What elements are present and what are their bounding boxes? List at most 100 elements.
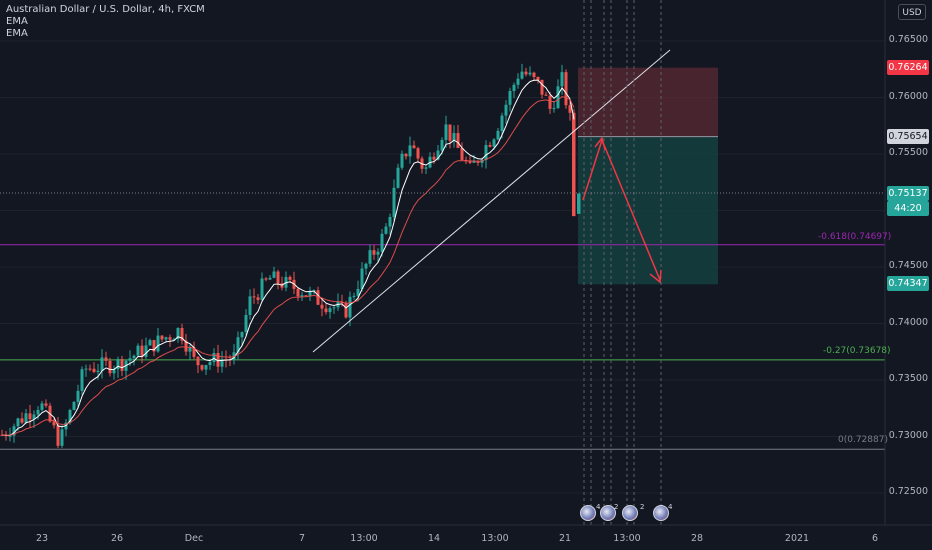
candle-body [452, 133, 456, 141]
candle-body [88, 368, 92, 370]
candle-body [180, 328, 184, 341]
candle-body [208, 362, 212, 366]
candle-body [128, 358, 132, 361]
candle-body [276, 271, 280, 284]
candle-body [308, 290, 312, 297]
candle-body [560, 72, 564, 87]
candle-body [272, 271, 276, 278]
candle-body [248, 296, 252, 315]
price-tick-label: 0.73000 [888, 429, 928, 441]
event-count: 2 [614, 503, 619, 511]
candle-body [496, 130, 500, 140]
candle-body [372, 250, 376, 255]
candle-body [376, 251, 380, 255]
candle-body [172, 339, 176, 341]
ema-slow-line [1, 96, 575, 436]
candle-body [320, 304, 324, 309]
projection-arrows[interactable] [582, 136, 662, 284]
time-label: 14 [427, 533, 441, 544]
economic-event-flag-icon[interactable] [600, 505, 616, 521]
candle-body [160, 335, 164, 340]
time-label: 21 [558, 533, 572, 544]
candle-body [120, 359, 124, 371]
candle-body [188, 347, 192, 352]
candle-body [380, 233, 384, 252]
current-price-badge: 0.75137 [887, 186, 929, 201]
candle-body [232, 352, 236, 360]
candle-body [536, 76, 540, 80]
indicator-label-ema-2[interactable]: EMA [6, 28, 28, 39]
candle-body [260, 278, 264, 300]
candle-body [364, 263, 368, 269]
candle-body [568, 105, 572, 113]
candle-body [392, 187, 396, 217]
candle-body [12, 426, 16, 436]
time-label: 23 [35, 533, 49, 544]
economic-event-flag-icon[interactable] [580, 505, 596, 521]
event-count: 4 [596, 503, 601, 511]
candle-body [96, 370, 100, 373]
candle-body [572, 114, 576, 217]
target-price-badge: 0.74347 [887, 276, 929, 291]
candle-body [196, 356, 200, 366]
candle-body [416, 148, 420, 159]
candle-body [176, 328, 180, 340]
economic-event-flag-icon[interactable] [653, 505, 669, 521]
candle-body [340, 302, 344, 304]
candle-body [520, 71, 524, 79]
candle-body [396, 167, 400, 188]
candle-body [100, 357, 104, 371]
candle-body [76, 390, 80, 402]
candle-body [456, 133, 460, 148]
candle-body [444, 124, 448, 140]
candle-body [216, 353, 220, 367]
candle-body [400, 153, 404, 168]
candle-body [548, 95, 552, 109]
stop-price-badge: 0.76264 [887, 60, 929, 75]
candle-body [540, 79, 544, 95]
indicator-label-ema-1[interactable]: EMA [6, 16, 28, 27]
time-label: 13:00 [350, 533, 378, 544]
candle-body [544, 94, 548, 96]
candle-body [152, 340, 156, 352]
candle-body [68, 410, 72, 423]
economic-event-flag-icon[interactable] [622, 505, 638, 521]
fib-label-minus-0618: -0.618(0.74697) [818, 232, 892, 242]
candle-body [116, 359, 120, 370]
entry-price-badge: 0.75654 [887, 129, 929, 144]
stop-loss-zone[interactable] [578, 67, 718, 137]
event-count: 2 [640, 503, 645, 511]
candle-body [104, 357, 108, 361]
candle-body [156, 335, 160, 352]
candle-body [332, 307, 336, 309]
candle-body [112, 369, 116, 374]
candle-body [44, 403, 48, 406]
take-profit-zone[interactable] [578, 136, 718, 285]
fib-label-minus-027: -0.27(0.73678) [823, 346, 891, 356]
candle-body [16, 418, 20, 427]
price-tick-label: 0.76000 [888, 90, 928, 102]
currency-button[interactable]: USD [898, 4, 926, 20]
time-label: 6 [871, 533, 879, 544]
price-tick-label: 0.72500 [888, 486, 928, 497]
countdown-badge: 44:20 [887, 201, 929, 216]
candle-body [168, 337, 172, 340]
candle-body [564, 72, 568, 106]
candle-body [488, 145, 492, 147]
time-label: Dec [184, 533, 204, 544]
candle-body [500, 115, 504, 131]
candle-body [164, 337, 168, 340]
candle-body [8, 435, 12, 437]
candle-body [328, 308, 332, 313]
candle-body [132, 355, 136, 359]
candle-body [316, 290, 320, 305]
price-tick-label: 0.74000 [888, 316, 928, 328]
candle-body [240, 332, 244, 338]
candle-body [404, 153, 408, 157]
candle-body [144, 345, 148, 357]
trend-line[interactable] [312, 49, 671, 353]
candle-body [40, 403, 44, 410]
candle-body [552, 108, 556, 110]
fib-label-zero: 0(0.72887) [838, 435, 888, 445]
